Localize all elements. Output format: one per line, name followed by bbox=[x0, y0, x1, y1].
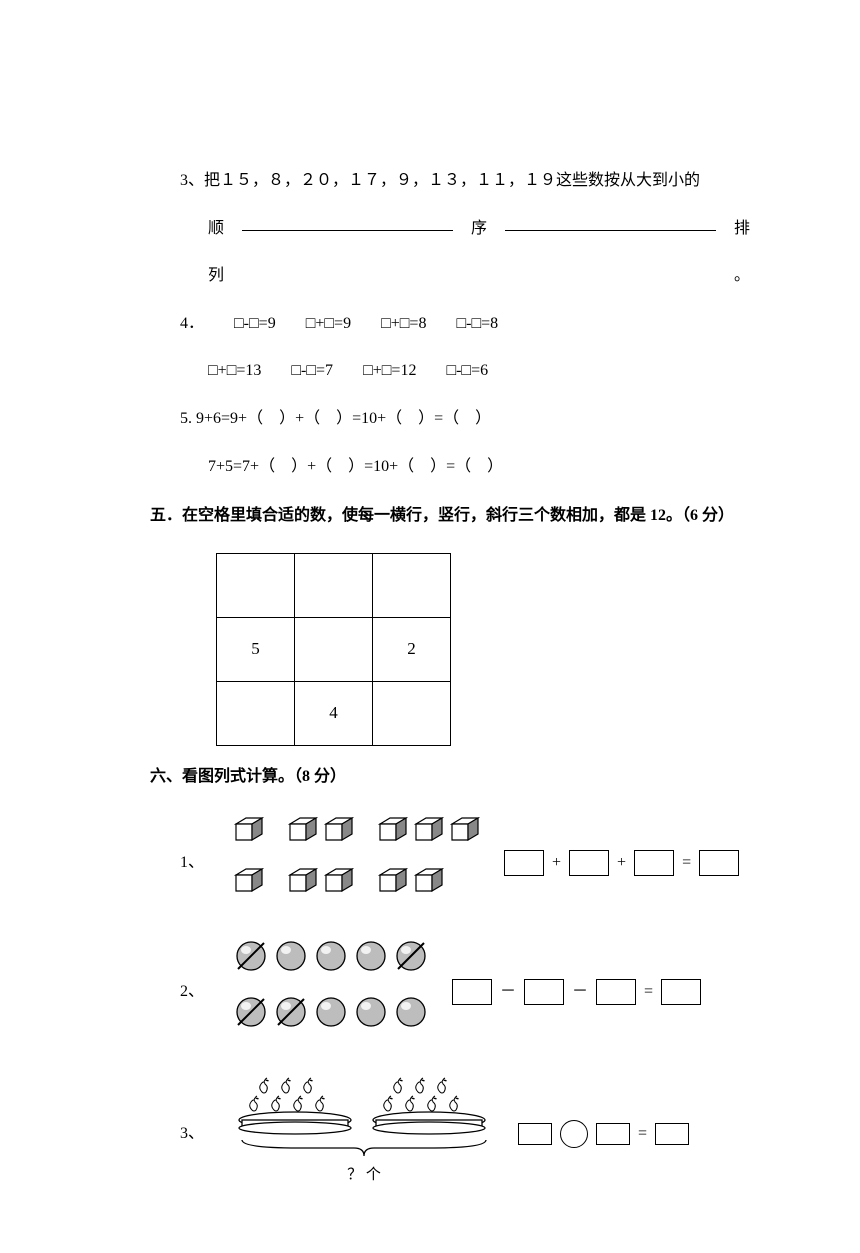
p3-qmark: ？ 个 bbox=[347, 1156, 381, 1195]
answer-box[interactable] bbox=[452, 979, 492, 1005]
cube-icon bbox=[324, 815, 354, 843]
magic-cell-2-0[interactable] bbox=[217, 681, 295, 745]
q3-pai: 排 bbox=[734, 208, 750, 250]
p1-num: 1、 bbox=[180, 842, 210, 884]
magic-cell-1-0: 5 bbox=[217, 617, 295, 681]
p3-equation: = bbox=[518, 1113, 689, 1155]
q4-eq-2-4: □-□=6 bbox=[446, 350, 488, 392]
ball-icon bbox=[354, 995, 388, 1029]
ball-icon bbox=[314, 995, 348, 1029]
q4-row2: □+□=13 □-□=7 □+□=12 □-□=6 bbox=[150, 350, 750, 392]
magic-square: 5 2 4 bbox=[150, 553, 750, 746]
q4-eq-1-4: □-□=8 bbox=[456, 303, 498, 345]
cube-icon bbox=[450, 815, 480, 843]
q5-line2: 7+5=7+（ ）+（ ）=10+（ ）=（ ） bbox=[150, 446, 750, 488]
p2-circles bbox=[234, 939, 428, 1046]
plus-op: + bbox=[617, 842, 626, 884]
answer-box[interactable] bbox=[518, 1123, 552, 1145]
cube-icon bbox=[288, 815, 318, 843]
p1-equation: + + = bbox=[504, 842, 739, 884]
q3-underline-2[interactable] bbox=[505, 216, 716, 230]
q3-line1: 3、把１５，８，２０，１７，９，１３，１１，１９这些数按从大到小的 bbox=[150, 160, 750, 202]
ball-icon bbox=[394, 939, 428, 973]
p1-cubes bbox=[234, 815, 480, 910]
cube-icon bbox=[414, 815, 444, 843]
ball-icon bbox=[274, 995, 308, 1029]
ball-icon bbox=[354, 939, 388, 973]
cube-icon bbox=[414, 866, 444, 894]
plus-op: + bbox=[552, 842, 561, 884]
q4: 4． □-□=9 □+□=9 □+□=8 □-□=8 bbox=[150, 303, 750, 345]
q4-eq-1-3: □+□=8 bbox=[381, 303, 426, 345]
magic-cell-0-0[interactable] bbox=[217, 553, 295, 617]
brace-icon bbox=[234, 1138, 494, 1158]
cube-icon bbox=[234, 815, 264, 843]
answer-box[interactable] bbox=[524, 979, 564, 1005]
magic-cell-0-2[interactable] bbox=[373, 553, 451, 617]
minus-op: － bbox=[572, 971, 588, 1013]
cube-icon bbox=[288, 866, 318, 894]
ball-icon bbox=[394, 995, 428, 1029]
answer-box[interactable] bbox=[655, 1123, 689, 1145]
answer-box[interactable] bbox=[569, 850, 609, 876]
answer-box[interactable] bbox=[504, 850, 544, 876]
answer-box[interactable] bbox=[596, 1123, 630, 1145]
cube-icon bbox=[234, 866, 264, 894]
problem-1: 1、 bbox=[180, 815, 750, 910]
q3-underline-1[interactable] bbox=[242, 216, 453, 230]
q3-lie: 列 bbox=[208, 255, 224, 297]
q4-eq-2-2: □-□=7 bbox=[291, 350, 333, 392]
equals-op: = bbox=[644, 971, 653, 1013]
operator-circle[interactable] bbox=[560, 1120, 588, 1148]
q4-eq-2-3: □+□=12 bbox=[363, 350, 416, 392]
q4-eq-1-1: □-□=9 bbox=[234, 303, 276, 345]
ball-icon bbox=[274, 939, 308, 973]
q3-line2: 顺 序 排 bbox=[150, 208, 750, 250]
q3-line3: 列 。 bbox=[150, 255, 750, 297]
p3-pears: ？ 个 bbox=[234, 1074, 494, 1195]
q4-eq-1-2: □+□=9 bbox=[306, 303, 351, 345]
p3-num: 3、 bbox=[180, 1113, 210, 1155]
q4-eq-2-1: □+□=13 bbox=[208, 350, 261, 392]
magic-cell-0-1[interactable] bbox=[295, 553, 373, 617]
q4-label: 4． bbox=[180, 303, 204, 345]
cube-icon bbox=[378, 866, 408, 894]
equals-op: = bbox=[682, 842, 691, 884]
answer-box[interactable] bbox=[596, 979, 636, 1005]
equals-op: = bbox=[638, 1113, 647, 1155]
magic-cell-2-1: 4 bbox=[295, 681, 373, 745]
pears-icon bbox=[234, 1074, 494, 1138]
cube-icon bbox=[378, 815, 408, 843]
minus-op: － bbox=[500, 971, 516, 1013]
problem-2: 2、 bbox=[180, 939, 750, 1046]
section5-heading: 五．在空格里填合适的数，使每一横行，竖行，斜行三个数相加，都是 12。（6 分） bbox=[150, 495, 750, 537]
answer-box[interactable] bbox=[661, 979, 701, 1005]
q3-xu: 序 bbox=[471, 208, 487, 250]
ball-icon bbox=[234, 995, 268, 1029]
magic-cell-1-2: 2 bbox=[373, 617, 451, 681]
p2-num: 2、 bbox=[180, 971, 210, 1013]
problem-3: 3、 bbox=[180, 1074, 750, 1195]
q3-shun: 顺 bbox=[208, 208, 224, 250]
q3-period: 。 bbox=[734, 255, 750, 297]
ball-icon bbox=[234, 939, 268, 973]
p2-equation: － － = bbox=[452, 971, 701, 1013]
answer-box[interactable] bbox=[634, 850, 674, 876]
answer-box[interactable] bbox=[699, 850, 739, 876]
magic-cell-2-2[interactable] bbox=[373, 681, 451, 745]
section6-heading: 六、看图列式计算。（8 分） bbox=[150, 756, 750, 798]
cube-icon bbox=[324, 866, 354, 894]
magic-cell-1-1[interactable] bbox=[295, 617, 373, 681]
q5-line1: 5. 9+6=9+（ ）+（ ）=10+（ ）=（ ） bbox=[150, 398, 750, 440]
ball-icon bbox=[314, 939, 348, 973]
